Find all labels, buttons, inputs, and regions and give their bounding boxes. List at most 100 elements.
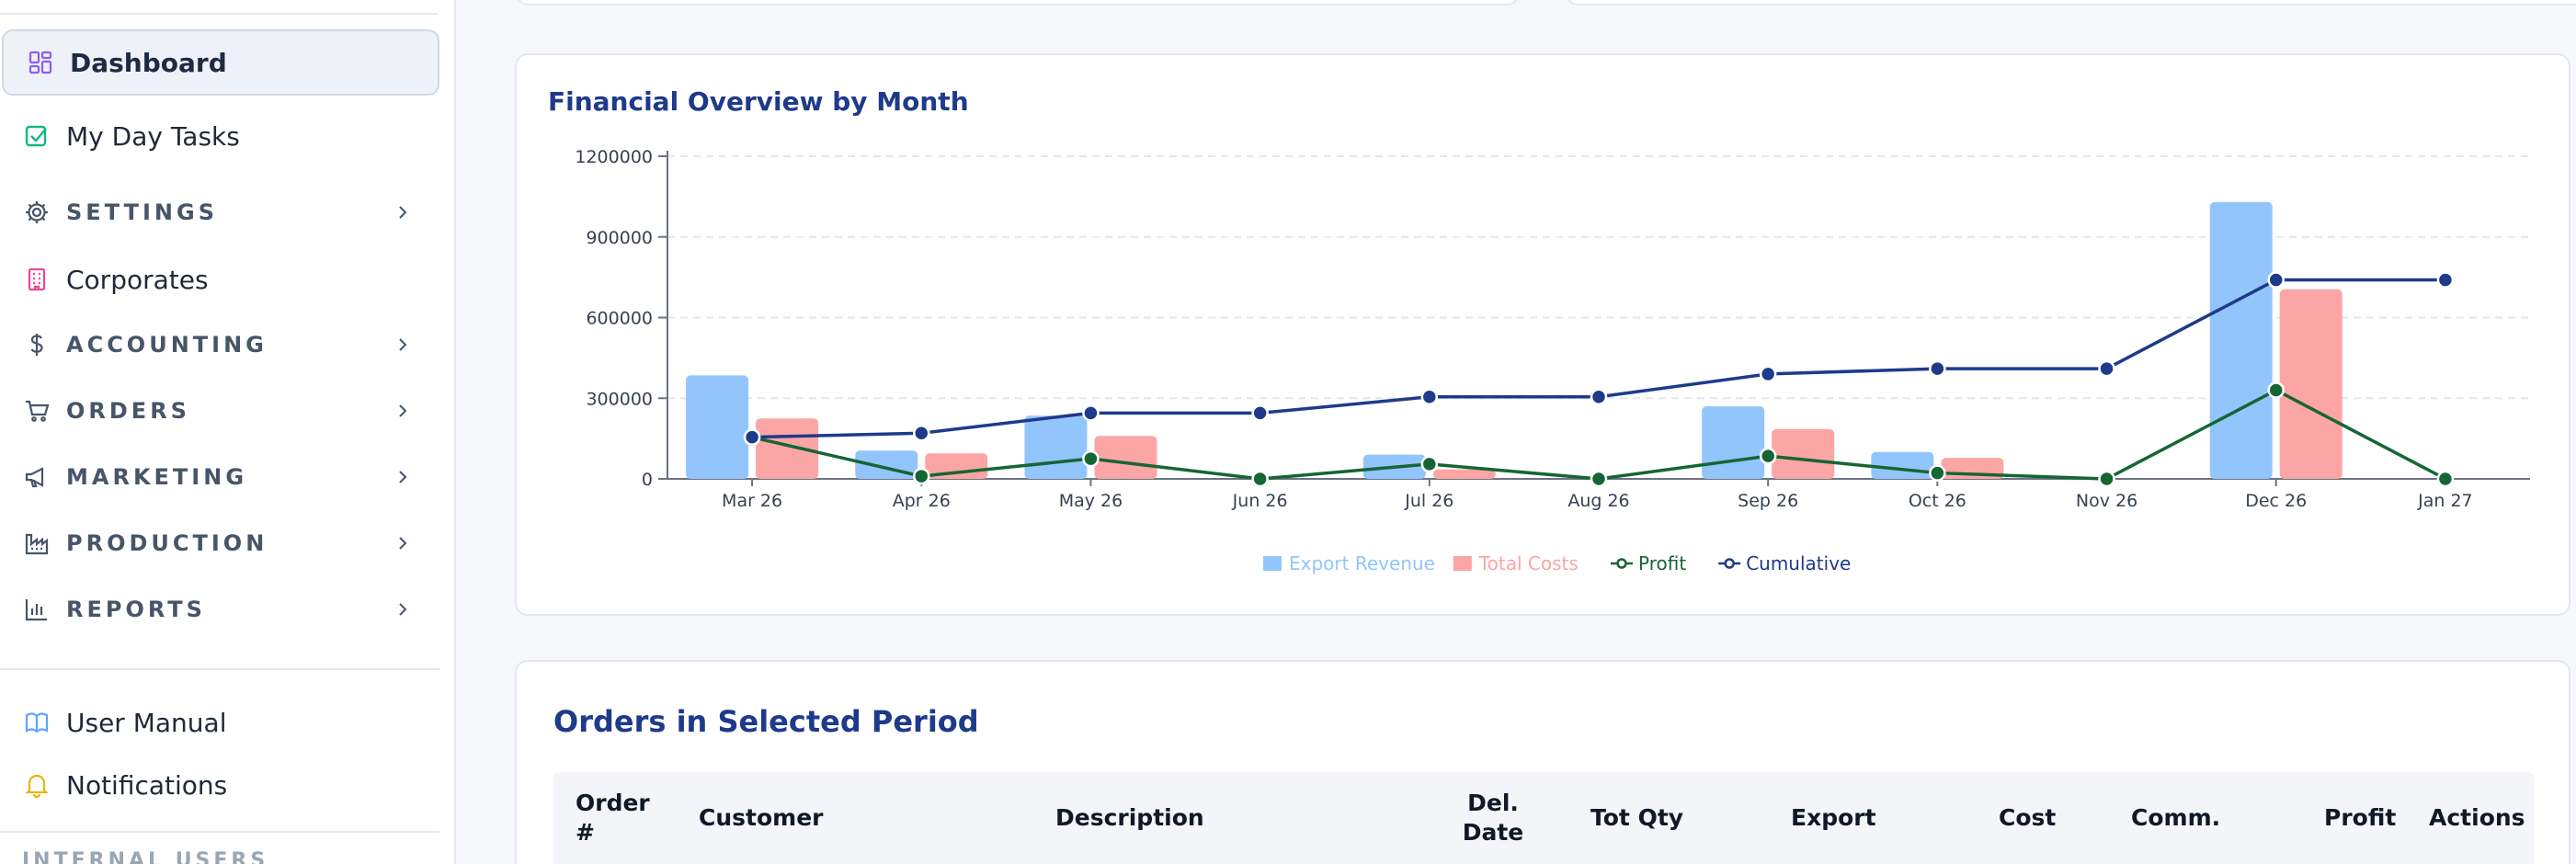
sidebar-item-production[interactable]: PRODUCTION: [0, 510, 439, 576]
sidebar-item-label: PRODUCTION: [66, 530, 268, 556]
x-tick-label: Sep 26: [1738, 491, 1798, 511]
column-header-export[interactable]: Export: [1791, 804, 1876, 831]
bar-total-costs: [1432, 469, 1496, 479]
point-profit: [2098, 470, 2115, 488]
column-header-tot-qty[interactable]: Tot Qty: [1590, 804, 1684, 831]
x-tick-label: Nov 26: [2076, 491, 2137, 511]
column-header-customer[interactable]: Customer: [699, 804, 824, 831]
chart-title: Financial Overview by Month: [548, 86, 969, 117]
sidebar-item-reports[interactable]: REPORTS: [0, 576, 439, 642]
x-tick-label: Mar 26: [722, 491, 782, 511]
point-profit: [2436, 470, 2455, 488]
column-header-del-date[interactable]: Del. Date: [1462, 790, 1524, 846]
summary-card: [1567, 0, 2576, 6]
book-icon: [22, 708, 51, 737]
chevron-right-icon: [392, 532, 414, 554]
column-header-comm[interactable]: Comm.: [2131, 804, 2221, 831]
bar-export-revenue: [686, 375, 749, 479]
sidebar-item-label: Corporates: [66, 264, 209, 295]
point-profit: [1759, 447, 1777, 465]
point-cumulative: [1082, 404, 1100, 422]
point-profit: [1082, 449, 1100, 468]
sidebar-item-label: REPORTS: [66, 597, 206, 622]
sidebar-item-user-manual[interactable]: User Manual: [0, 689, 439, 756]
legend-label: Cumulative: [1746, 552, 1851, 574]
sidebar-item-orders[interactable]: ORDERS: [0, 378, 439, 444]
sidebar: Dashboard My Day Tasks SETTINGS Corporat…: [0, 0, 456, 864]
column-header-profit[interactable]: Profit: [2324, 804, 2397, 831]
chevron-right-icon: [392, 400, 414, 422]
chevron-right-icon: [392, 598, 414, 620]
bar-export-revenue: [1702, 406, 1765, 479]
y-tick-label: 900000: [586, 228, 653, 248]
bar-total-costs: [756, 418, 819, 479]
legend-marker: [1724, 558, 1735, 569]
column-header-order[interactable]: Order #: [576, 790, 650, 846]
legend-marker: [1616, 558, 1627, 569]
x-tick-label: Jul 26: [1404, 491, 1453, 511]
sidebar-item-label: Dashboard: [70, 47, 227, 78]
point-cumulative: [1420, 388, 1439, 406]
checkbox-icon: [22, 121, 51, 151]
sidebar-item-marketing[interactable]: MARKETING: [0, 444, 439, 510]
chevron-right-icon: [392, 334, 414, 356]
sidebar-item-corporates[interactable]: Corporates: [0, 246, 439, 313]
summary-card: [517, 0, 1519, 6]
point-profit: [1251, 470, 1269, 488]
point-cumulative: [2098, 359, 2115, 378]
chevron-right-icon: [392, 201, 414, 223]
point-profit: [1929, 464, 1946, 482]
y-tick-label: 300000: [586, 389, 653, 409]
legend-swatch: [1263, 556, 1282, 571]
sidebar-item-dashboard[interactable]: Dashboard: [2, 29, 439, 96]
legend-label: Total Costs: [1478, 552, 1579, 574]
bar-chart-icon: [22, 595, 51, 624]
orders-card: Orders in Selected Period Order # Custom…: [515, 660, 2570, 864]
bell-icon: [22, 770, 51, 800]
sidebar-item-label: MARKETING: [66, 464, 248, 490]
sidebar-item-label: Notifications: [66, 769, 228, 801]
point-cumulative: [743, 428, 761, 446]
column-header-cost[interactable]: Cost: [1999, 804, 2057, 831]
factory-icon: [22, 529, 51, 558]
orders-title: Orders in Selected Period: [553, 704, 979, 739]
legend-label: Export Revenue: [1289, 552, 1435, 574]
building-icon: [22, 265, 51, 294]
point-profit: [2267, 381, 2285, 399]
bar-export-revenue: [1024, 415, 1088, 479]
chevron-right-icon: [392, 466, 414, 488]
x-tick-label: Jan 27: [2417, 491, 2473, 511]
bar-total-costs: [1094, 436, 1157, 479]
sidebar-item-notifications[interactable]: Notifications: [0, 752, 439, 818]
sidebar-item-settings[interactable]: SETTINGS: [0, 179, 439, 245]
y-tick-label: 1200000: [575, 147, 653, 167]
bar-export-revenue: [2209, 201, 2273, 479]
point-cumulative: [1929, 359, 1946, 378]
gear-icon: [22, 198, 51, 227]
dollar-icon: [22, 330, 51, 359]
point-cumulative: [913, 425, 930, 442]
sidebar-item-label: My Day Tasks: [66, 120, 240, 152]
point-cumulative: [2267, 271, 2285, 289]
sidebar-item-label: SETTINGS: [66, 199, 218, 225]
line-cumulative: [752, 278, 2445, 439]
orders-table-header: Order # Customer Description Del. Date T…: [553, 772, 2534, 864]
x-tick-label: May 26: [1059, 491, 1123, 511]
y-tick-label: 0: [642, 470, 653, 490]
sidebar-item-my-day-tasks[interactable]: My Day Tasks: [0, 103, 439, 169]
bar-total-costs: [2279, 289, 2342, 479]
cart-icon: [22, 396, 51, 426]
x-tick-label: Dec 26: [2245, 491, 2307, 511]
point-cumulative: [1590, 388, 1608, 406]
sidebar-item-accounting[interactable]: ACCOUNTING: [0, 312, 439, 378]
x-tick-label: Aug 26: [1567, 491, 1629, 511]
point-profit: [913, 467, 930, 485]
legend-swatch: [1453, 556, 1472, 571]
financial-overview-chart: 0 300000 600000 900000 1200000 Mar 26 Apr 26 Ma…: [575, 147, 2530, 574]
dashboard-icon: [26, 48, 55, 77]
y-tick-label: 600000: [586, 309, 653, 329]
point-cumulative: [1759, 365, 1777, 383]
x-tick-label: Jun 26: [1232, 491, 1288, 511]
column-header-description[interactable]: Description: [1055, 804, 1204, 831]
point-cumulative: [1251, 404, 1269, 422]
